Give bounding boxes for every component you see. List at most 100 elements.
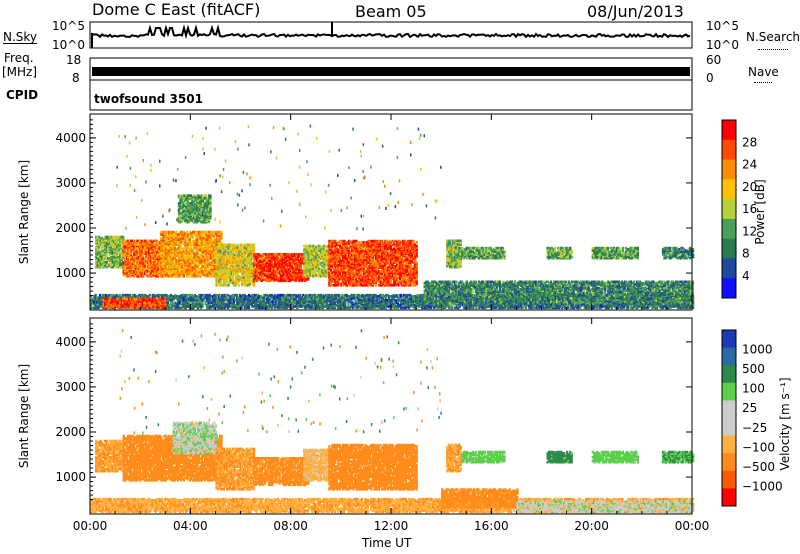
heatmap-cell: [322, 259, 325, 263]
heatmap-cell: [268, 275, 271, 279]
heatmap-cell: [200, 233, 204, 236]
heatmap-cell: [347, 276, 351, 279]
heatmap-cell: [124, 269, 127, 273]
heatmap-cell: [191, 261, 194, 264]
heatmap-cell: [143, 244, 146, 248]
heatmap-cell: [350, 241, 354, 244]
heatmap-cell: [227, 270, 230, 273]
heatmap-cell: [158, 269, 161, 273]
heatmap-cell: [136, 242, 139, 245]
heatmap-cell: [155, 261, 158, 264]
heatmap-cell: [196, 267, 199, 270]
heatmap-cell: [127, 243, 130, 246]
heatmap-cell: [202, 230, 205, 234]
heatmap-cell: [175, 275, 178, 278]
heatmap-cell: [175, 234, 178, 238]
heatmap-cell: [312, 244, 315, 248]
heatmap-cell: [104, 248, 107, 251]
heatmap-cell: [137, 259, 140, 263]
heatmap-cell: [286, 268, 289, 271]
heatmap-cell: [217, 230, 220, 234]
heatmap-cell: [298, 265, 301, 269]
heatmap-cell: [209, 253, 213, 257]
heatmap-cell: [236, 260, 239, 263]
heatmap-cell: [169, 263, 172, 267]
heatmap-cell: [321, 261, 324, 264]
heatmap-cell: [298, 276, 301, 280]
heatmap-cell: [338, 247, 341, 250]
heatmap-cell: [250, 280, 253, 283]
heatmap-cell: [119, 240, 122, 244]
heatmap-cell: [181, 251, 184, 254]
heatmap-cell: [130, 243, 133, 246]
heatmap-cell: [332, 265, 335, 268]
heatmap-cell: [219, 249, 223, 253]
heatmap-cell: [143, 272, 146, 275]
heatmap-cell: [173, 263, 176, 267]
heatmap-cell: [299, 253, 302, 256]
heatmap-cell: [173, 232, 176, 235]
heatmap-cell: [166, 235, 169, 239]
heatmap-cell: [295, 253, 298, 256]
heatmap-cell: [350, 267, 354, 271]
heatmap-cell: [125, 258, 128, 262]
heatmap-cell: [347, 268, 351, 272]
heatmap-cell: [133, 251, 136, 254]
heatmap-cell: [295, 268, 298, 271]
heatmap-cell: [315, 256, 318, 259]
heatmap-cell: [221, 270, 224, 273]
heatmap-cell: [334, 280, 337, 283]
heatmap-cell: [200, 272, 204, 275]
heatmap-cell: [232, 267, 235, 271]
heatmap-cell: [175, 261, 178, 264]
heatmap-cell: [265, 266, 268, 270]
heatmap-cell: [187, 271, 190, 274]
heatmap-cell: [289, 256, 292, 260]
heatmap-cell: [185, 258, 188, 262]
heatmap-cell: [182, 269, 185, 273]
heatmap-cell: [244, 255, 247, 258]
heatmap-cell: [157, 261, 160, 264]
heatmap-cell: [215, 277, 218, 281]
heatmap-cell: [179, 244, 182, 248]
heatmap-cell: [260, 254, 263, 257]
heatmap-cell: [241, 263, 244, 267]
heatmap-cell: [184, 261, 187, 264]
heatmap-cell: [352, 267, 355, 271]
heatmap-cell: [347, 249, 351, 253]
heatmap-cell: [216, 267, 220, 271]
heatmap-cell: [218, 267, 221, 271]
heatmap-cell: [136, 271, 139, 274]
heatmap-cell: [203, 253, 207, 257]
heatmap-cell: [244, 282, 247, 286]
heatmap-cell: [254, 276, 257, 280]
heatmap-cell: [302, 275, 305, 279]
heatmap-cell: [167, 247, 170, 250]
heatmap-cell: [269, 273, 272, 276]
heatmap-cell: [307, 263, 310, 267]
heatmap-cell: [266, 254, 269, 257]
heatmap-cell: [233, 272, 236, 276]
heatmap-cell: [340, 267, 343, 271]
heatmap-cell: [341, 255, 344, 258]
heatmap-cell: [139, 257, 142, 260]
heatmap-cell: [203, 237, 207, 240]
heatmap-cell: [160, 261, 163, 264]
heatmap-cell: [239, 246, 242, 249]
heatmap-cell: [227, 284, 230, 287]
heatmap-cell: [230, 253, 233, 257]
heatmap-cell: [268, 268, 271, 271]
heatmap-cell: [245, 252, 248, 255]
heatmap-cell: [114, 259, 117, 263]
heatmap-cell: [193, 272, 196, 275]
heatmap-cell: [230, 248, 233, 252]
heatmap-cell: [266, 279, 269, 283]
heatmap-cell: [312, 256, 315, 259]
heatmap-cell: [310, 272, 313, 275]
heatmap-cell: [98, 238, 101, 241]
heatmap-cell: [353, 243, 357, 247]
heatmap-cell: [137, 256, 140, 259]
heatmap-cell: [172, 262, 175, 265]
heatmap-cell: [250, 270, 253, 273]
heatmap-cell: [166, 239, 169, 243]
